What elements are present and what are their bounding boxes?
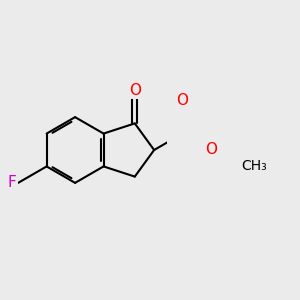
Text: O: O (177, 93, 189, 108)
Text: O: O (129, 83, 141, 98)
Text: O: O (205, 142, 217, 158)
Text: F: F (8, 176, 16, 190)
Text: CH₃: CH₃ (241, 159, 267, 173)
